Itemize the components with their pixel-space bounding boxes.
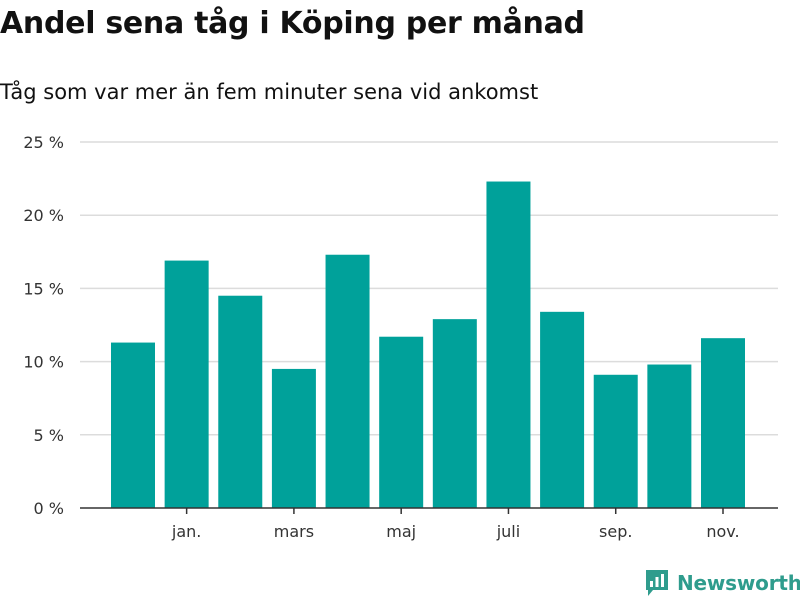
chart-subtitle: Tåg som var mer än fem minuter sena vid … — [0, 80, 539, 104]
y-tick-label: 0 % — [34, 499, 64, 518]
y-tick-label: 10 % — [23, 353, 64, 372]
bar-nov — [701, 338, 745, 508]
newsworthy-logo-icon — [646, 570, 668, 596]
y-tick-label: 15 % — [23, 279, 64, 298]
chart-title: Andel sena tåg i Köping per månad — [0, 6, 585, 41]
bar-sep — [593, 374, 638, 508]
x-tick-label: jan. — [171, 522, 201, 541]
y-tick-label: 20 % — [23, 206, 64, 225]
bar-dec — [111, 342, 155, 508]
y-tick-label: 5 % — [34, 426, 64, 445]
bar-mars — [271, 368, 316, 508]
x-tick-label: mars — [274, 522, 314, 541]
bar-jan — [164, 260, 209, 508]
bar-aug — [540, 311, 585, 508]
bar-maj — [379, 336, 424, 508]
brand-logo: Newsworthy — [644, 568, 800, 598]
y-tick-label: 25 % — [23, 133, 64, 152]
bar-juni — [432, 319, 477, 508]
bar-okt — [647, 364, 692, 508]
bar-feb — [218, 295, 263, 508]
brand-name: Newsworthy — [677, 571, 800, 595]
x-tick-label: sep. — [599, 522, 632, 541]
x-tick-label: maj — [386, 522, 416, 541]
bar-juli — [486, 181, 531, 508]
x-tick-label: juli — [496, 522, 520, 541]
x-tick-label: nov. — [706, 522, 739, 541]
bar-apr — [325, 254, 370, 508]
